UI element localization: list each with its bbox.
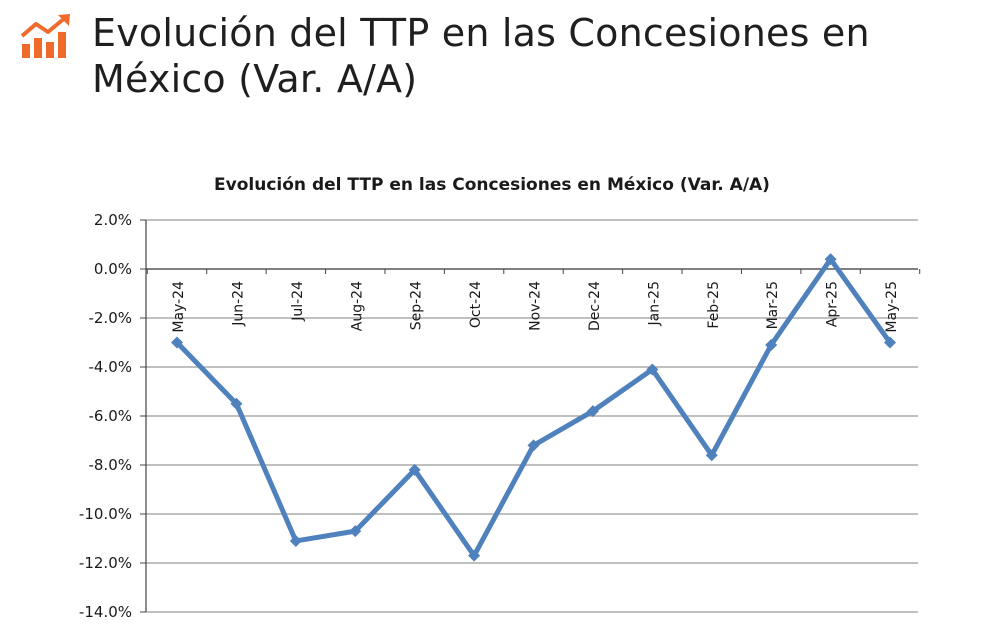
icon-bar — [34, 38, 42, 58]
data-point — [884, 336, 896, 349]
data-point — [349, 525, 362, 538]
x-tick-label: May-25 — [884, 281, 900, 333]
x-tick-label: May-24 — [171, 281, 187, 333]
data-point — [289, 534, 302, 547]
data-point — [408, 463, 421, 476]
x-tick-label: Jul-24 — [290, 281, 306, 322]
y-tick-label: -6.0% — [88, 407, 132, 425]
data-point — [230, 397, 243, 410]
y-tick-label: 0.0% — [94, 260, 132, 278]
bar-chart-trend-icon — [20, 14, 70, 58]
x-tick-label: Jan-25 — [646, 281, 662, 326]
x-tick-label: Sep-24 — [409, 281, 425, 330]
page-title: Evolución del TTP en las Concesiones en … — [92, 11, 870, 101]
data-point — [527, 439, 540, 452]
data-point — [468, 549, 481, 562]
icon-arrow-head — [58, 14, 70, 26]
icon-bar — [58, 32, 66, 58]
x-tick-label: Nov-24 — [528, 281, 544, 331]
data-point — [824, 253, 837, 266]
y-tick-label: -12.0% — [79, 554, 132, 572]
x-tick-label: Apr-25 — [825, 281, 841, 327]
data-point — [586, 405, 599, 418]
y-tick-label: -4.0% — [88, 358, 132, 376]
data-series — [171, 253, 896, 562]
data-point — [765, 338, 778, 351]
icon-trend-line — [20, 15, 68, 38]
y-axis-tick-labels: 2.0% 0.0% -2.0% -4.0% -6.0% -8.0% -10.0% -12.0%… — [79, 211, 132, 621]
data-point — [171, 336, 183, 349]
x-tick-label: Dec-24 — [587, 281, 603, 331]
gridlines — [140, 219, 921, 613]
y-tick-label: -14.0% — [79, 603, 132, 621]
x-tick-label: Jun-24 — [230, 281, 246, 327]
data-point — [646, 363, 659, 376]
data-point — [705, 449, 718, 462]
chart-title: Evolución del TTP en las Concesiones en … — [214, 175, 770, 195]
x-tick-label: Feb-25 — [706, 281, 722, 329]
y-tick-label: 2.0% — [94, 211, 132, 229]
y-tick-label: -10.0% — [79, 505, 132, 523]
x-tick-label: Mar-25 — [765, 281, 781, 329]
chart-container: Evolución del TTP en las Concesiones en … — [0, 160, 984, 637]
x-tick-label: Oct-24 — [468, 281, 484, 328]
icon-bar — [22, 44, 30, 58]
x-tick-label: Aug-24 — [349, 281, 365, 331]
line-chart: Evolución del TTP en las Concesiones en … — [79, 175, 921, 621]
icon-bar — [46, 42, 54, 58]
y-tick-label: -8.0% — [88, 456, 132, 474]
x-axis-tick-labels: May-24 Jun-24 Jul-24 Aug-24 Sep-24 Oct-24 Nov-… — [171, 281, 900, 333]
y-tick-label: -2.0% — [88, 309, 132, 327]
